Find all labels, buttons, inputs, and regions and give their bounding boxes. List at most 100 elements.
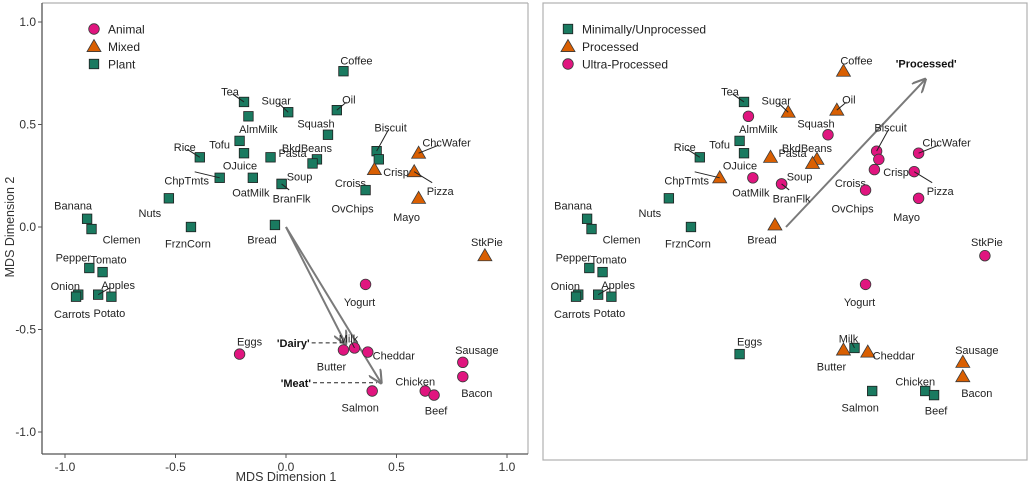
- point-label-banana: Banana: [54, 200, 93, 212]
- point-unlabeled: [804, 155, 821, 169]
- point-label-crisps: Crisps: [883, 167, 915, 179]
- point-label-soup: Soup: [787, 171, 813, 183]
- point-almmilk: [243, 111, 254, 122]
- point-oil: [829, 102, 845, 116]
- point-bacon: [955, 368, 971, 383]
- point-label-clemen: Clemen: [603, 235, 641, 247]
- point-label-nuts: Nuts: [139, 208, 162, 220]
- legend-label-mixed: Mixed: [108, 40, 140, 54]
- point-label-bacon: Bacon: [461, 388, 492, 400]
- point-label-coffee: Coffee: [340, 56, 372, 68]
- x-tick-label: -1.0: [55, 460, 76, 474]
- label-leader: [336, 101, 347, 111]
- point-label-banana: Banana: [554, 200, 593, 212]
- point-crisps: [873, 153, 885, 166]
- point-label-chicken: Chicken: [895, 377, 935, 389]
- point-squash: [322, 129, 334, 140]
- point-label-almmilk: AlmMilk: [739, 124, 778, 136]
- point-label-rice: Rice: [174, 142, 196, 154]
- label-leader: [194, 171, 220, 179]
- point-frzncorn: [185, 221, 197, 233]
- point-label-tea: Tea: [721, 86, 740, 98]
- point-label-oatmilk: OatMilk: [732, 187, 770, 199]
- point-nuts: [663, 193, 675, 204]
- point-label-stkpie: StkPie: [971, 237, 1003, 249]
- legend-square-icon: [562, 23, 574, 35]
- point-sausage: [955, 354, 971, 368]
- point-label-chptmts: ChpTmts: [164, 175, 209, 187]
- point-tomato: [97, 266, 108, 278]
- point-salmon: [867, 385, 878, 397]
- point-label-beef: Beef: [925, 406, 949, 418]
- label-leader: [97, 287, 111, 296]
- point-tofu: [234, 135, 245, 147]
- point-label-oil: Oil: [842, 95, 855, 107]
- point-banana: [581, 213, 593, 224]
- point-label-salmon: Salmon: [842, 403, 879, 415]
- point-label-nuts: Nuts: [639, 208, 662, 220]
- label-leader: [732, 93, 745, 103]
- legend-label-minimally-unprocessed: Minimally/Unprocessed: [582, 23, 706, 37]
- point-label-pasta: Pasta: [778, 148, 807, 160]
- point-label-tea: Tea: [221, 86, 240, 98]
- vector-arrow-dairy: [285, 226, 346, 344]
- point-carrots: [570, 291, 582, 302]
- right-panel: Minimally/Unprocessed Processed Ultra-Proc…: [542, 2, 1028, 461]
- legend-square-icon: [88, 58, 100, 70]
- point-label-pepper: Pepper: [56, 253, 92, 265]
- point-bacon: [457, 370, 469, 383]
- point-label-chptmts: ChpTmts: [664, 175, 709, 187]
- label-leader: [350, 340, 355, 349]
- point-ojuice: [238, 148, 250, 159]
- point-label-onion: Onion: [51, 281, 80, 293]
- point-label-chicken: Chicken: [395, 377, 435, 389]
- label-leader: [876, 129, 889, 152]
- point-salmon: [366, 385, 378, 397]
- point-label-bread: Bread: [747, 234, 776, 246]
- label-leader: [686, 148, 701, 158]
- point-cheddar: [860, 344, 876, 358]
- point-label-milk: Milk: [339, 333, 359, 345]
- annotation-dairy: 'Dairy': [277, 338, 310, 350]
- point-beef: [428, 389, 440, 401]
- point-crisps: [373, 154, 384, 165]
- label-leader: [281, 183, 290, 191]
- point-clemen: [86, 223, 97, 235]
- annotation-processed: 'Processed': [896, 58, 957, 70]
- legend-label-plant: Plant: [108, 58, 136, 72]
- point-butter: [337, 344, 350, 356]
- point-label-butter: Butter: [817, 362, 847, 374]
- point-pepper: [84, 262, 95, 274]
- point-label-apples: Apples: [601, 280, 635, 292]
- point-label-yogurt: Yogurt: [844, 297, 875, 309]
- point-label-carrots: Carrots: [54, 309, 91, 321]
- annotation-meat: 'Meat': [281, 378, 312, 390]
- legend-label-animal: Animal: [108, 23, 145, 37]
- point-label-pasta: Pasta: [278, 148, 307, 160]
- point-label-biscuit: Biscuit: [374, 123, 406, 135]
- point-label-bkdbeans: BkdBeans: [282, 143, 333, 155]
- point-label-ojuice: OJuice: [223, 161, 257, 173]
- point-label-almmilk: AlmMilk: [239, 124, 278, 136]
- y-tick-label: 1.0: [19, 15, 36, 29]
- label-leader: [694, 171, 720, 179]
- point-yogurt: [859, 278, 872, 291]
- point-label-oatmilk: OatMilk: [232, 187, 270, 199]
- point-yogurt: [359, 278, 372, 291]
- point-label-pizza: Pizza: [427, 186, 455, 198]
- y-tick-label: -1.0: [15, 425, 36, 439]
- point-croiss: [868, 163, 881, 176]
- point-cheddar: [362, 346, 374, 358]
- point-label-tomato: Tomato: [91, 255, 127, 267]
- left-panel: -1.0 -0.5 0.0 0.5 1.0 -1.0 -0.5 0.0 0.5 1.0 MDS Di…: [3, 2, 529, 484]
- point-ojuice: [738, 148, 750, 159]
- y-tick-label: 0.0: [19, 220, 36, 234]
- point-oatmilk: [247, 172, 259, 183]
- point-label-bkdbeans: BkdBeans: [782, 143, 833, 155]
- legend-triangle-icon: [560, 38, 576, 52]
- label-leader: [278, 102, 289, 113]
- label-leader: [850, 340, 855, 349]
- point-label-stkpie: StkPie: [471, 237, 503, 249]
- label-leader: [186, 148, 201, 158]
